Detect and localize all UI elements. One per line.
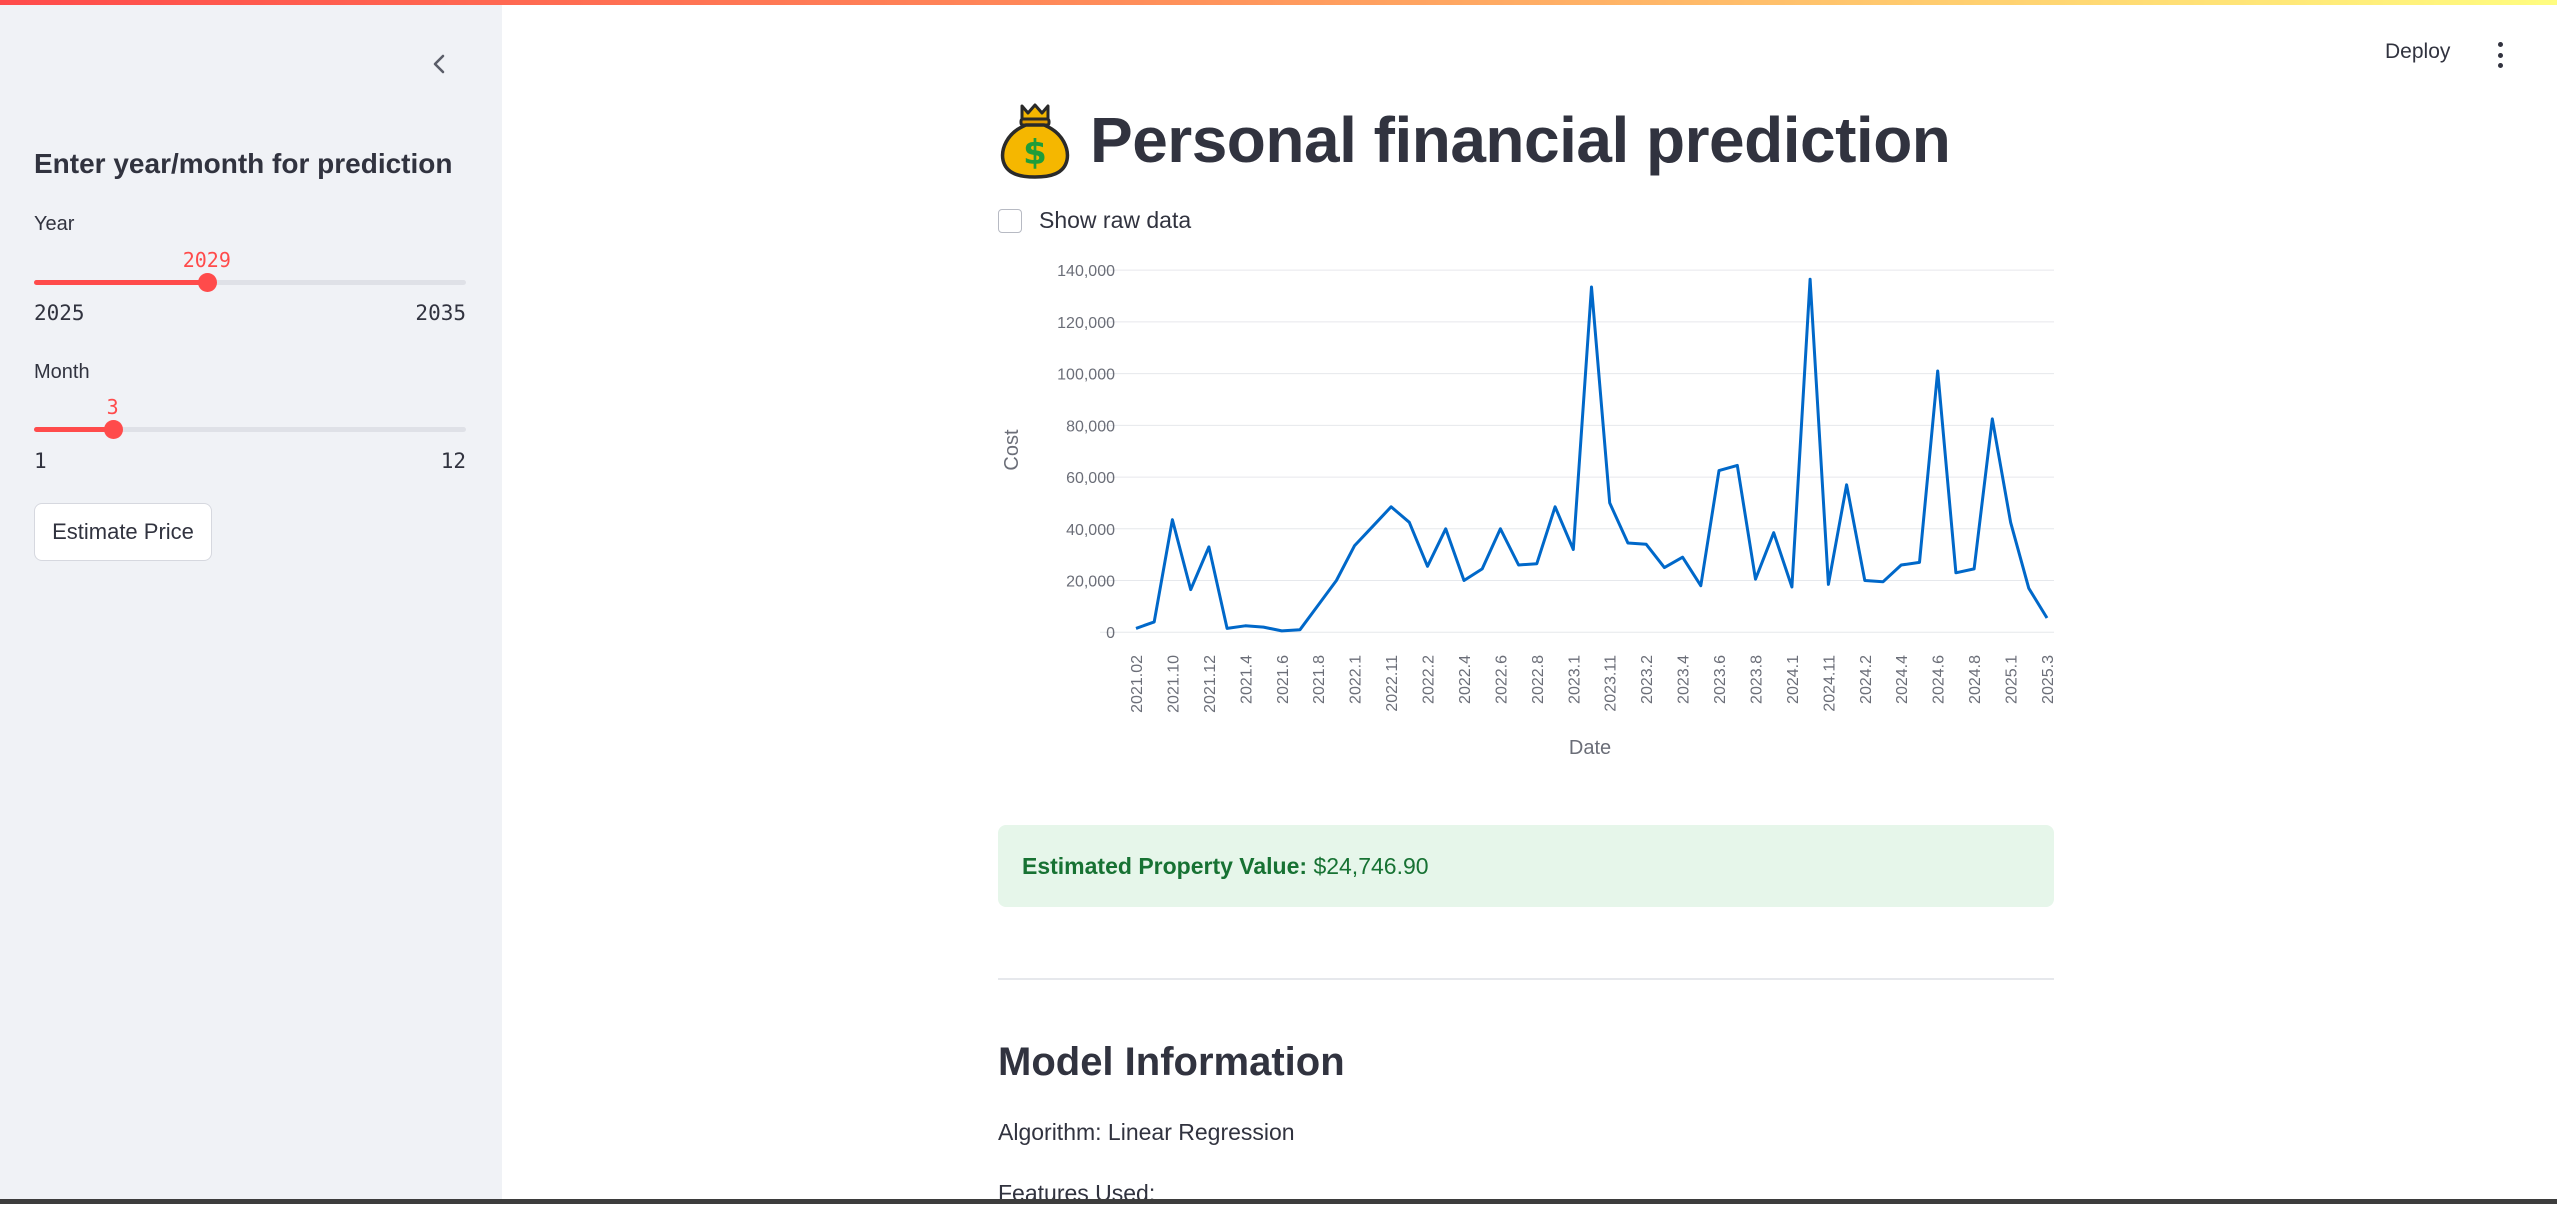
checkbox-box[interactable] xyxy=(998,208,1022,233)
page-title: Personal financial prediction xyxy=(1090,104,1951,176)
y-tick-label: 120,000 xyxy=(1057,315,1115,332)
year-slider-fill xyxy=(34,280,207,285)
month-slider-fill xyxy=(34,427,113,432)
estimate-result-text: Estimated Property Value: $24,746.90 xyxy=(1022,853,1429,880)
x-tick-label: 2023.2 xyxy=(1639,655,1656,704)
collapse-sidebar-button[interactable] xyxy=(425,48,453,80)
x-tick-label: 2022.1 xyxy=(1348,655,1365,704)
x-tick-label: 2024.6 xyxy=(1931,655,1948,704)
estimate-result-alert: Estimated Property Value: $24,746.90 xyxy=(998,825,2054,907)
deploy-button[interactable]: Deploy xyxy=(2385,40,2451,63)
estimate-result-value: $24,746.90 xyxy=(1313,852,1429,879)
x-tick-label: 2021.12 xyxy=(1202,655,1219,713)
x-tick-label: 2023.6 xyxy=(1712,655,1729,704)
month-label: Month xyxy=(34,361,90,383)
menu-dot xyxy=(2497,63,2503,68)
month-slider-value: 3 xyxy=(106,395,119,419)
x-tick-label: 2023.11 xyxy=(1603,655,1620,712)
month-slider-thumb[interactable] xyxy=(103,420,123,439)
y-tick-label: 100,000 xyxy=(1057,367,1115,384)
year-slider[interactable]: 2029 xyxy=(34,248,466,302)
show-raw-data-checkbox[interactable]: Show raw data xyxy=(998,207,1191,234)
sidebar-title: Enter year/month for prediction xyxy=(34,148,453,179)
show-raw-data-label: Show raw data xyxy=(1039,207,1192,233)
x-tick-label: 2021.10 xyxy=(1165,655,1182,713)
x-tick-label: 2022.2 xyxy=(1421,655,1438,704)
year-slider-thumb[interactable] xyxy=(197,273,217,292)
y-tick-label: 80,000 xyxy=(1066,418,1115,435)
top-decoration-bar xyxy=(0,0,2557,5)
x-tick-label: 2024.2 xyxy=(1858,655,1875,704)
page-title-row: $ Personal financial prediction xyxy=(998,100,1951,180)
x-tick-label: 2025.3 xyxy=(2040,655,2057,704)
y-tick-label: 40,000 xyxy=(1066,522,1115,539)
menu-dot xyxy=(2497,42,2503,47)
year-min: 2025 xyxy=(34,301,85,325)
x-tick-label: 2024.8 xyxy=(1967,655,1984,704)
month-min: 1 xyxy=(34,449,47,473)
y-tick-label: 140,000 xyxy=(1057,263,1115,280)
x-tick-label: 2022.8 xyxy=(1530,655,1547,704)
month-slider-track[interactable] xyxy=(34,427,466,432)
x-tick-label: 2021.8 xyxy=(1311,655,1328,704)
x-tick-label: 2021.02 xyxy=(1129,655,1146,713)
y-tick-label: 20,000 xyxy=(1066,574,1115,591)
year-slider-track[interactable] xyxy=(34,280,466,285)
money-bag-icon: $ xyxy=(1000,103,1070,179)
x-tick-label: 2022.4 xyxy=(1457,655,1474,704)
section-divider xyxy=(998,978,2054,980)
x-tick-label: 2022.6 xyxy=(1493,655,1510,704)
year-range: 2025 2035 xyxy=(34,301,466,325)
month-slider[interactable]: 3 xyxy=(34,395,466,449)
y-tick-label: 0 xyxy=(1106,625,1115,642)
sidebar: Enter year/month for prediction Year 202… xyxy=(0,0,502,1204)
y-axis-title: Cost xyxy=(1001,429,1023,471)
year-label: Year xyxy=(34,213,75,235)
x-tick-label: 2024.4 xyxy=(1894,655,1911,704)
x-tick-label: 2024.1 xyxy=(1785,655,1802,704)
x-tick-label: 2023.4 xyxy=(1676,655,1693,704)
x-tick-label: 2025.1 xyxy=(2004,655,2021,704)
x-tick-label: 2022.11 xyxy=(1384,655,1401,712)
cost-line-chart: 0 20,000 40,000 60,000 80,000 100,000 120,000 1… xyxy=(1001,263,2057,759)
x-tick-label: 2021.6 xyxy=(1275,655,1292,704)
x-tick-label: 2023.1 xyxy=(1566,655,1583,704)
year-max: 2035 xyxy=(415,301,466,325)
model-info-heading: Model Information xyxy=(998,1040,1345,1084)
menu-dot xyxy=(2497,52,2503,58)
vertical-ellipsis-icon[interactable] xyxy=(2489,42,2511,68)
month-range: 1 12 xyxy=(34,449,466,473)
estimate-result-label: Estimated Property Value: xyxy=(1022,852,1308,879)
y-tick-label: 60,000 xyxy=(1066,470,1115,487)
window-bottom-edge xyxy=(0,1199,2557,1204)
year-slider-value: 2029 xyxy=(182,248,231,272)
svg-text:$: $ xyxy=(1023,133,1047,173)
month-max: 12 xyxy=(440,449,466,473)
algorithm-text: Algorithm: Linear Regression xyxy=(998,1119,1295,1145)
x-tick-label: 2021.4 xyxy=(1238,655,1255,704)
series-line xyxy=(1135,277,2049,633)
x-tick-label: 2024.11 xyxy=(1821,655,1838,712)
estimate-price-button[interactable]: Estimate Price xyxy=(34,503,212,561)
x-tick-label: 2023.8 xyxy=(1748,655,1765,704)
x-axis-title: Date xyxy=(1569,737,1611,759)
chevron-left-icon xyxy=(433,54,445,74)
